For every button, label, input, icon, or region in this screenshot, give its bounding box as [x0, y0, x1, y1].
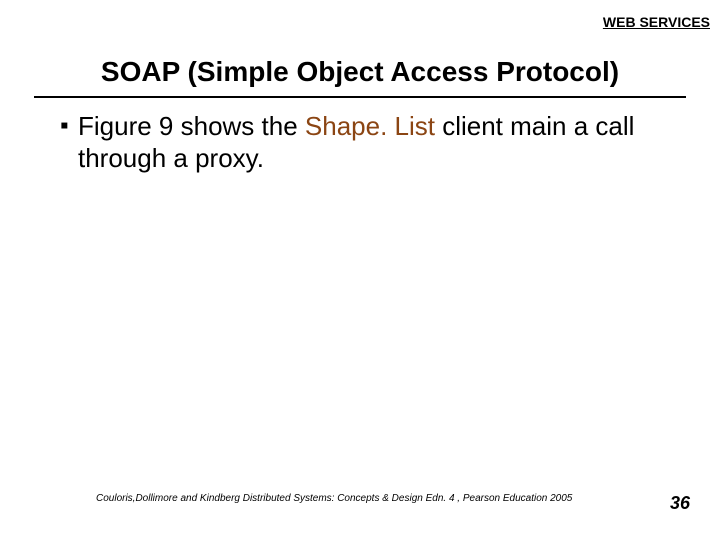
bullet-item: ▪ Figure 9 shows the Shape. List client … [60, 110, 680, 174]
page-number: 36 [670, 493, 690, 514]
header-label: WEB SERVICES [603, 14, 710, 30]
body-content: ▪ Figure 9 shows the Shape. List client … [60, 110, 680, 174]
footer-citation: Couloris,Dollimore and Kindberg Distribu… [96, 493, 572, 504]
slide: WEB SERVICES SOAP (Simple Object Access … [0, 0, 720, 540]
slide-title: SOAP (Simple Object Access Protocol) [0, 56, 720, 88]
bullet-marker-icon: ▪ [60, 110, 78, 142]
bullet-text-highlight: Shape. List [305, 111, 435, 141]
title-rule [34, 96, 686, 98]
bullet-text: Figure 9 shows the Shape. List client ma… [78, 110, 680, 174]
bullet-text-pre: Figure 9 shows the [78, 111, 305, 141]
